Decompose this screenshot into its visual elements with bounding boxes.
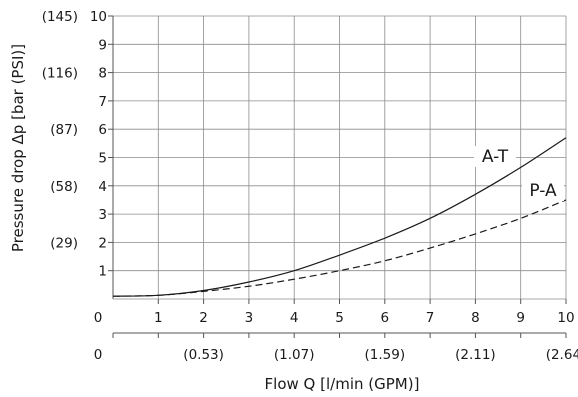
series-lines xyxy=(112,137,567,297)
y-axis-label: Pressure drop Δp [bar (PSI)] xyxy=(9,44,27,252)
y-tick-label: 5 xyxy=(98,151,107,167)
y-secondary-tick-label: (116) xyxy=(42,66,78,82)
y-tick-label: 3 xyxy=(98,207,107,223)
y-secondary-tick-label: (87) xyxy=(50,122,78,138)
series-line-p-a xyxy=(112,199,567,297)
x-tick-label: 8 xyxy=(471,310,480,326)
y-tick-label: 9 xyxy=(98,37,107,53)
series-label-background xyxy=(522,180,564,201)
x-secondary-tick-label: (1.59) xyxy=(365,347,406,363)
x-secondary-tick-label: 0 xyxy=(94,347,103,363)
y-secondary-tick-label: (145) xyxy=(42,9,78,25)
tick-labels: 1 2 3 4 5 6 7 8 9 10 (29) (58) (87) (116) (145) 0 1 2 3 4 5 6… xyxy=(42,9,578,363)
series-label-p-a: P-A xyxy=(529,181,557,201)
y-tick-label: 7 xyxy=(98,94,107,110)
x-tick-label: 0 xyxy=(94,310,103,326)
x-tick-label: 9 xyxy=(516,310,525,326)
x-tick-label: 7 xyxy=(426,310,435,326)
y-tick-label: 8 xyxy=(98,66,107,82)
x-tick-label: 10 xyxy=(557,310,574,326)
series-label-a-t: A-T xyxy=(482,147,509,167)
series-label-background xyxy=(474,146,516,167)
y-tick-label: 1 xyxy=(98,264,107,280)
x-axis-label: Flow Q [l/min (GPM)] xyxy=(265,375,420,393)
series-labels: A-T P-A xyxy=(474,146,564,201)
x-secondary-tick-label: (2.11) xyxy=(455,347,496,363)
x-secondary-tick-label: (0.53) xyxy=(183,347,224,363)
x-tick-label: 6 xyxy=(381,310,390,326)
x-tick-label: 2 xyxy=(199,310,208,326)
y-tick-label: 6 xyxy=(98,122,107,138)
x-tick-label: 1 xyxy=(154,310,163,326)
x-tick-label: 5 xyxy=(335,310,344,326)
y-secondary-tick-label: (58) xyxy=(50,179,78,195)
y-tick-label: 10 xyxy=(90,9,107,25)
y-tick-label: 2 xyxy=(98,235,107,251)
x-secondary-tick-label: (1.07) xyxy=(274,347,315,363)
x-secondary-tick-label: (2.64) xyxy=(546,347,578,363)
x-tick-label: 3 xyxy=(245,310,254,326)
y-secondary-tick-label: (29) xyxy=(50,235,78,251)
x-tick-label: 4 xyxy=(290,310,299,326)
axes xyxy=(108,15,567,338)
y-tick-label: 4 xyxy=(98,179,107,195)
